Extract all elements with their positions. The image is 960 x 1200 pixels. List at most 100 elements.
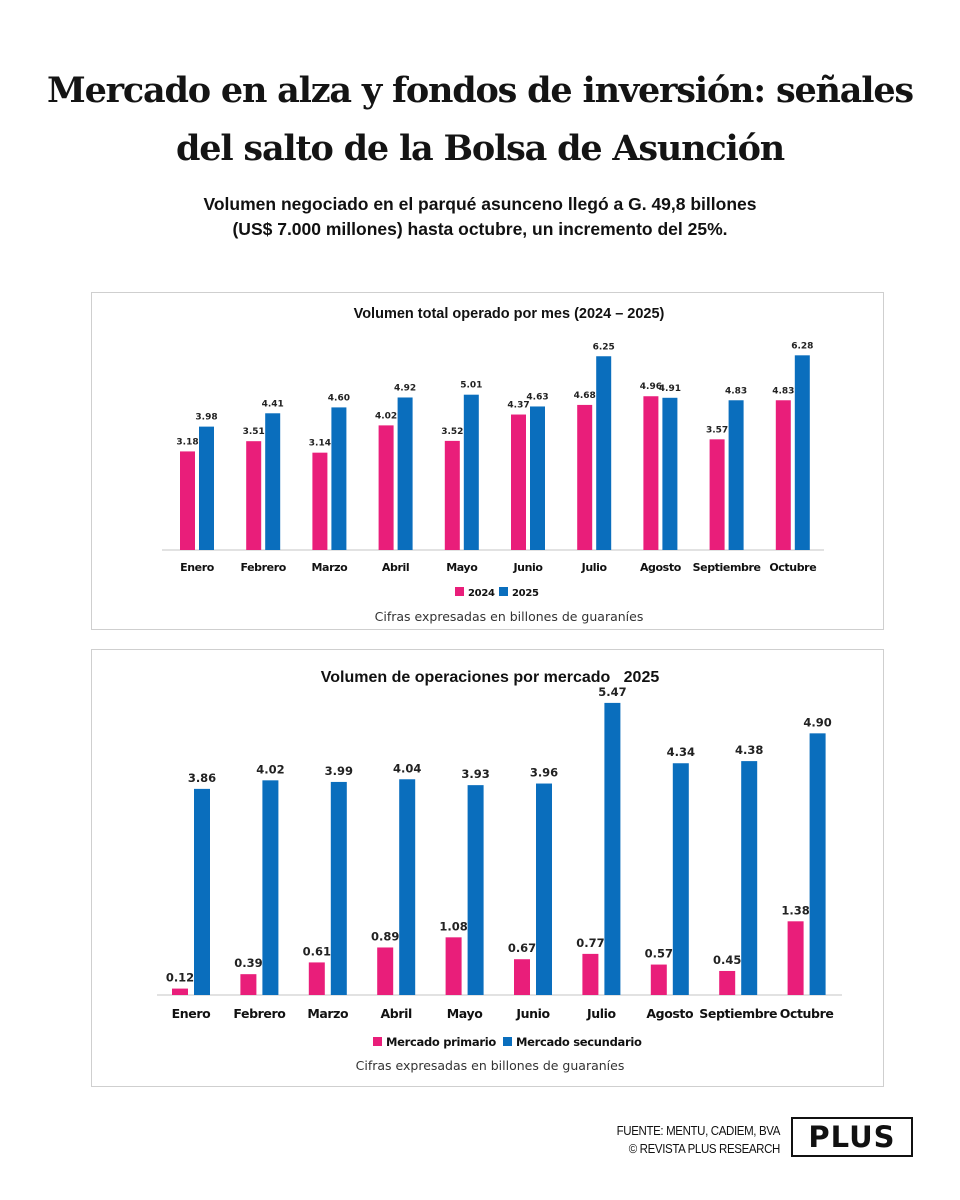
source-text: FUENTE: MENTU, CADIEM, BVA — [616, 1124, 781, 1138]
legend-swatch — [373, 1037, 382, 1046]
data-label: 0.67 — [508, 941, 536, 955]
x-tick-label: Mayo — [446, 561, 478, 574]
bar-series-2 — [741, 761, 758, 995]
data-label: 4.83 — [772, 386, 794, 396]
data-label: 1.38 — [781, 903, 809, 917]
chart-title: Volumen total operado por mes (2024 – 20… — [354, 306, 665, 322]
headline: Mercado en alza y fondos de inversión: s… — [0, 62, 960, 178]
data-label: 6.25 — [593, 342, 615, 352]
data-label: 3.52 — [441, 427, 463, 437]
bar-series-1 — [650, 964, 667, 995]
bar-series-1 — [511, 414, 526, 550]
data-label: 3.57 — [706, 425, 728, 435]
data-label: 4.41 — [262, 399, 284, 409]
x-tick-label: Enero — [180, 561, 215, 574]
data-label: 0.61 — [303, 944, 331, 958]
data-label: 3.98 — [195, 413, 217, 423]
data-label: 1.08 — [439, 919, 467, 933]
x-tick-label: Junio — [512, 561, 543, 574]
bar-series-1 — [172, 988, 188, 995]
subheadline-line-2: (US$ 7.000 millones) hasta octubre, un i… — [232, 219, 728, 239]
data-label: 4.37 — [507, 401, 529, 411]
bar-series-1 — [444, 440, 460, 550]
x-tick-label: Agosto — [646, 1006, 694, 1021]
bar-series-1 — [445, 937, 462, 995]
source-credit: FUENTE: MENTU, CADIEM, BVA © REVISTA PLU… — [578, 1122, 781, 1158]
bar-series-1 — [775, 400, 791, 550]
copyright-text: © REVISTA PLUS RESEARCH — [628, 1142, 781, 1156]
bar-series-2 — [536, 783, 552, 995]
legend-swatch — [455, 587, 464, 596]
legend-swatch — [499, 587, 508, 596]
bar-series-1 — [787, 921, 804, 995]
chart-note: Cifras expresadas en billones de guaraní… — [356, 1058, 625, 1073]
bar-series-2 — [463, 394, 479, 550]
bar-series-2 — [596, 356, 612, 550]
bar-series-2 — [809, 733, 826, 995]
bar-series-2 — [604, 702, 621, 995]
bar-series-2 — [728, 400, 744, 550]
legend-label: 2025 — [512, 588, 539, 599]
headline-line-1: Mercado en alza y fondos de inversión: s… — [47, 70, 914, 111]
data-label: 5.01 — [460, 381, 482, 391]
bar-series-2 — [330, 781, 347, 995]
data-label: 3.14 — [309, 439, 331, 449]
data-label: 4.38 — [735, 743, 763, 757]
x-tick-label: Abril — [381, 1006, 412, 1021]
bar-series-2 — [262, 780, 279, 995]
x-tick-label: Febrero — [240, 561, 286, 574]
bar-series-1 — [719, 970, 736, 995]
x-tick-label: Enero — [172, 1006, 211, 1021]
bar-series-2 — [467, 785, 484, 995]
data-label: 0.89 — [371, 929, 399, 943]
bar-series-2 — [331, 407, 347, 550]
chart-panel-market-volume: Volumen de operaciones por mercado 2025 0… — [91, 649, 884, 1087]
bar-series-2 — [662, 397, 678, 550]
bar-series-1 — [240, 974, 257, 995]
bar-series-2 — [194, 788, 210, 995]
data-label: 4.91 — [659, 384, 681, 394]
data-label: 4.96 — [640, 382, 662, 392]
legend-label: Mercado primario — [386, 1035, 496, 1049]
legend-label: Mercado secundario — [516, 1035, 642, 1049]
data-label: 4.60 — [328, 393, 350, 403]
data-label: 5.47 — [598, 685, 626, 699]
data-label: 0.57 — [645, 947, 673, 961]
bar-series-2 — [199, 426, 214, 550]
bar-series-1 — [514, 959, 530, 995]
x-tick-label: Julio — [581, 561, 608, 574]
data-label: 3.51 — [243, 427, 265, 437]
x-tick-label: Septiembre — [699, 1006, 777, 1021]
data-label: 4.92 — [394, 383, 416, 393]
data-label: 0.12 — [166, 971, 194, 985]
data-label: 4.68 — [574, 391, 596, 401]
bar-series-1 — [308, 962, 325, 995]
chart-market-volume: Volumen de operaciones por mercado 2025 0… — [157, 669, 842, 1073]
bar-series-1 — [577, 404, 593, 550]
subheadline-line-1: Volumen negociado en el parqué asunceno … — [203, 194, 757, 214]
legend-label: 2024 — [468, 588, 495, 599]
data-label: 3.18 — [176, 437, 198, 447]
data-label: 4.63 — [526, 392, 548, 402]
data-label: 4.34 — [667, 745, 695, 759]
x-tick-label: Agosto — [640, 561, 682, 574]
bar-series-1 — [246, 441, 262, 550]
bar-series-2 — [399, 779, 416, 995]
bar-series-1 — [377, 947, 394, 995]
x-tick-label: Octubre — [769, 561, 816, 574]
x-tick-label: Junio — [515, 1006, 550, 1021]
data-label: 4.90 — [803, 715, 831, 729]
x-tick-label: Julio — [586, 1006, 617, 1021]
x-tick-label: Septiembre — [693, 561, 761, 574]
plus-logo: PLUS — [791, 1117, 913, 1157]
bar-series-2 — [530, 406, 545, 550]
headline-line-2: del salto de la Bolsa de Asunción — [176, 128, 785, 169]
subheadline: Volumen negociado en el parqué asunceno … — [0, 192, 960, 242]
bar-series-2 — [265, 413, 281, 550]
bar-series-1 — [709, 439, 725, 550]
bar-series-1 — [378, 425, 394, 550]
bar-series-1 — [582, 953, 599, 995]
data-label: 6.28 — [791, 341, 813, 351]
bar-series-2 — [672, 763, 689, 995]
chart-panel-monthly-volume: Volumen total operado por mes (2024 – 20… — [91, 292, 884, 630]
